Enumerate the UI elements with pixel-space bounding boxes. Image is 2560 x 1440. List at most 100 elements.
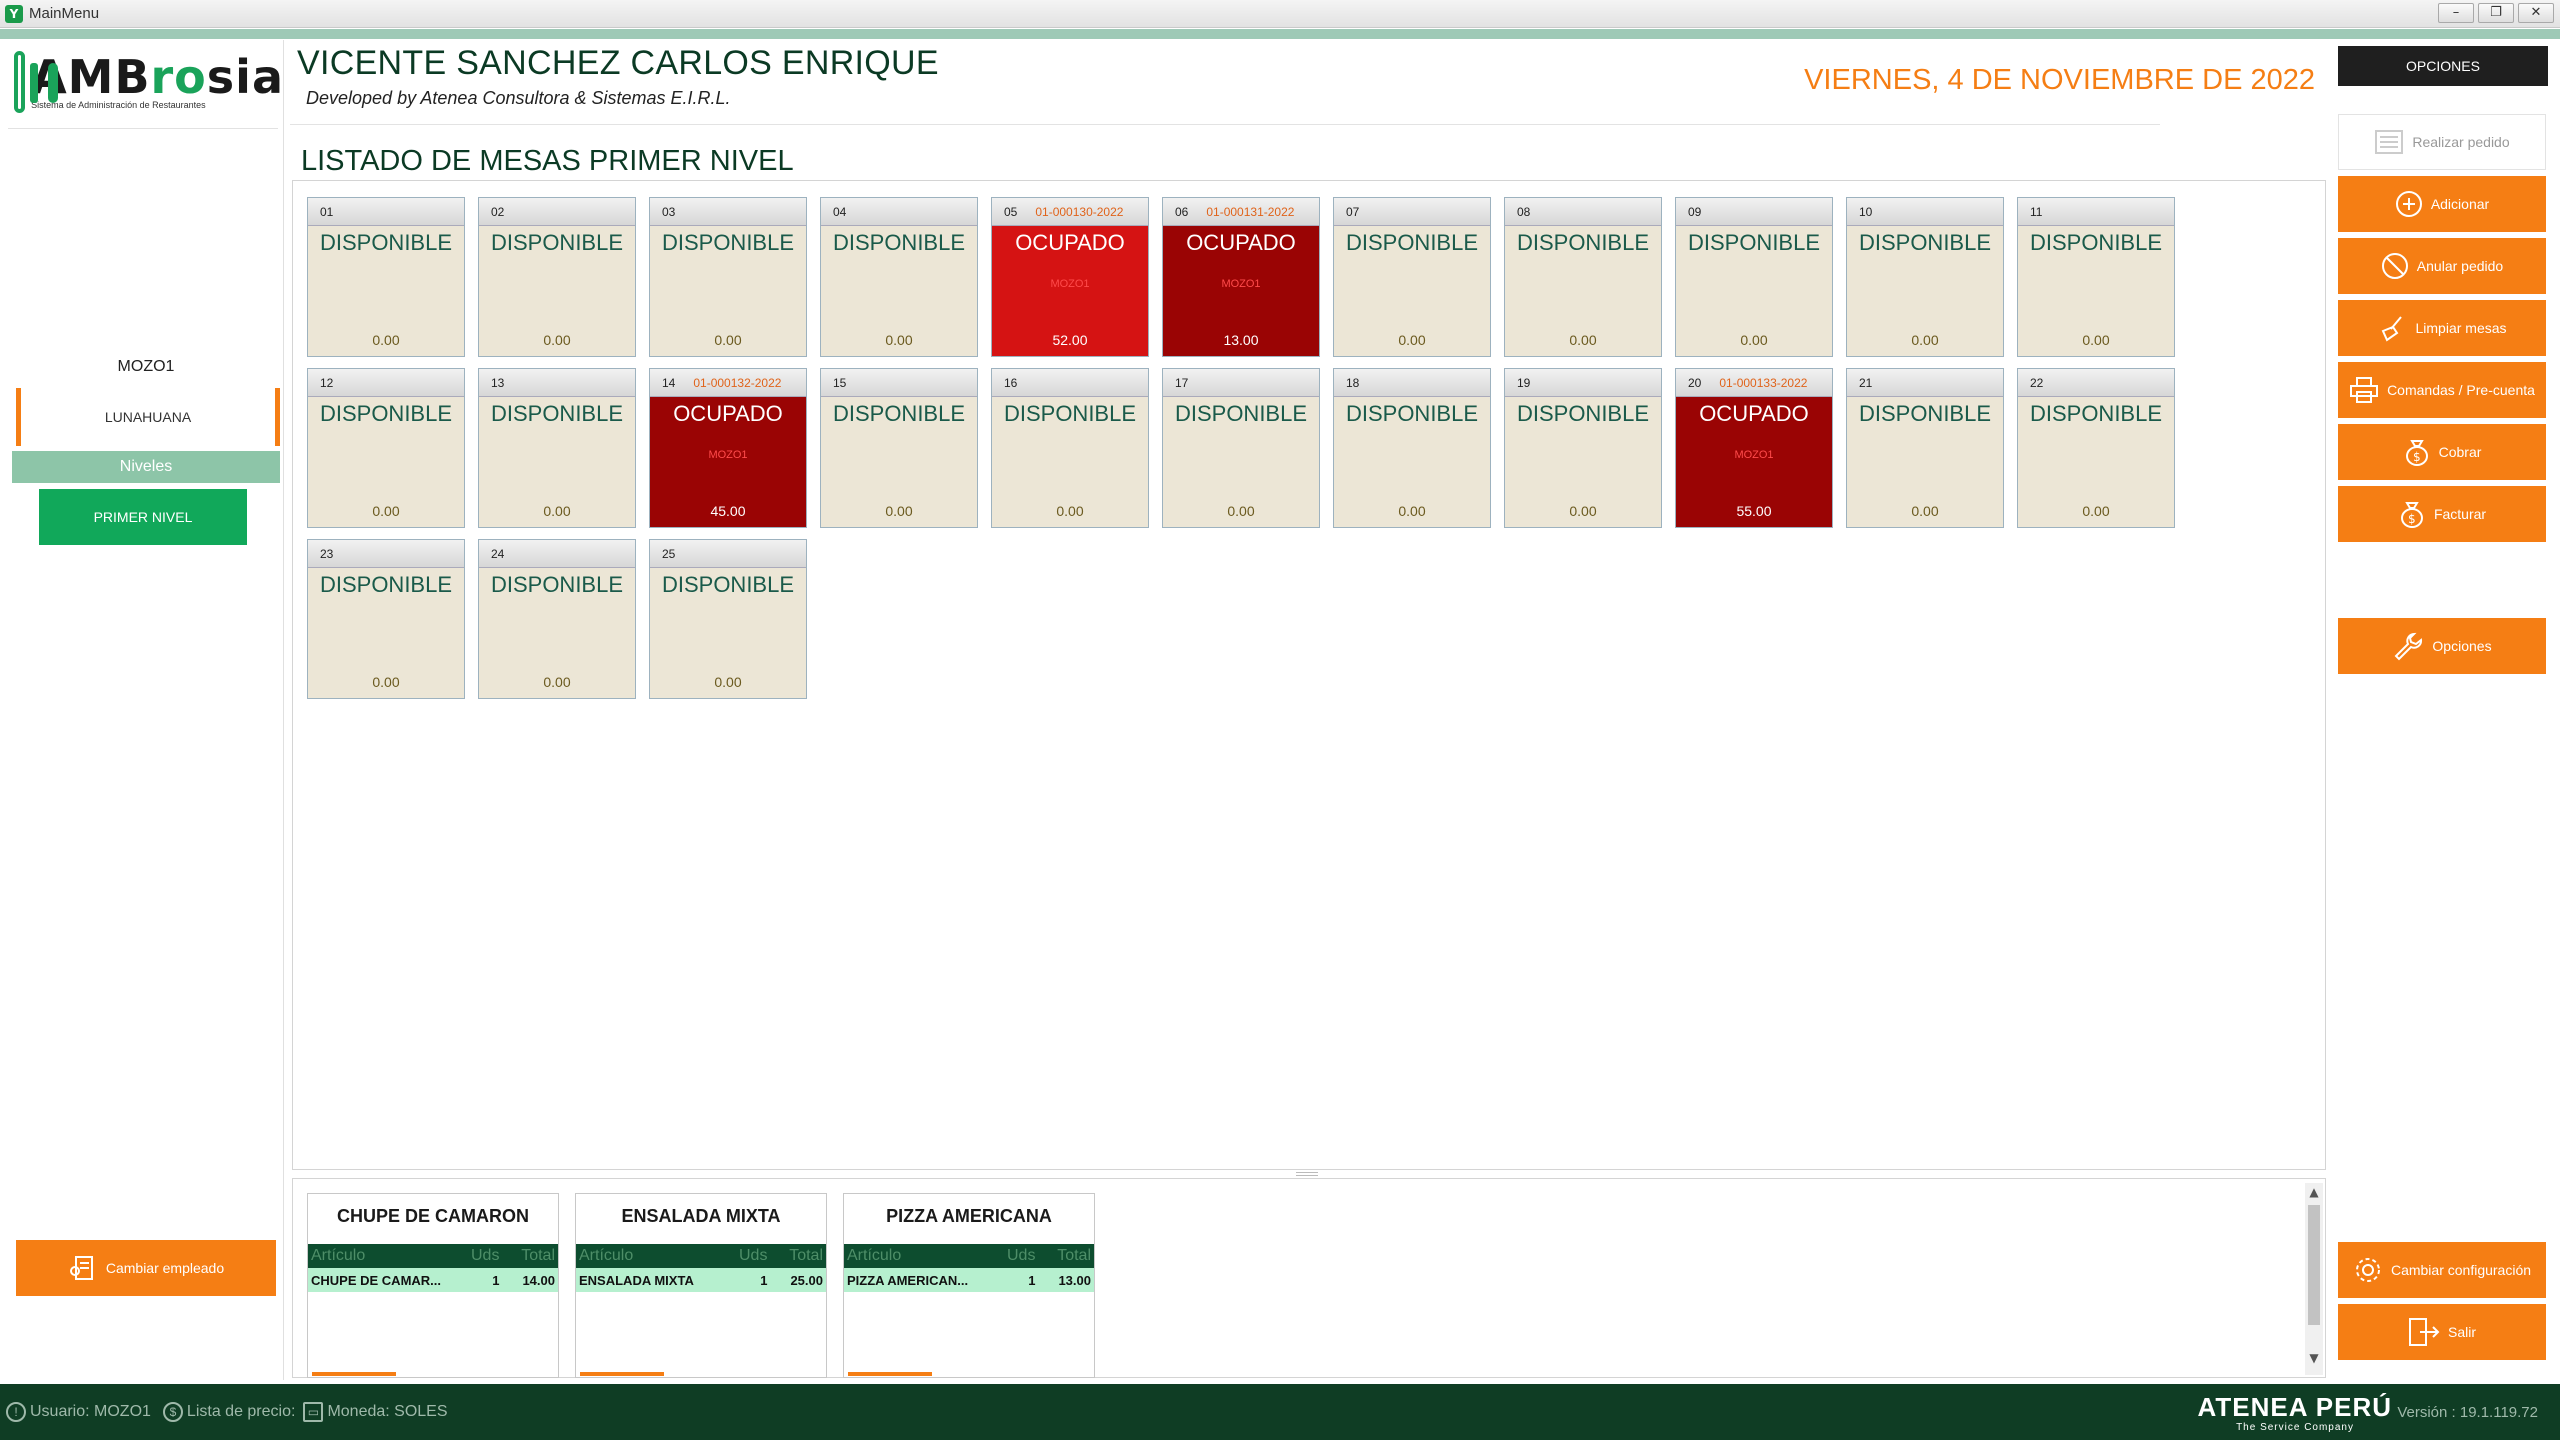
- table-waiter: MOZO1: [1221, 278, 1261, 290]
- table-card[interactable]: 03 DISPONIBLE 0.00: [649, 197, 807, 357]
- table-number: 14: [662, 375, 676, 390]
- scroll-thumb[interactable]: [2308, 1205, 2320, 1325]
- order-card[interactable]: ENSALADA MIXTA Artículo Uds Total ENSALADA M…: [575, 1193, 827, 1378]
- table-card[interactable]: 19 DISPONIBLE 0.00: [1504, 368, 1662, 528]
- table-card[interactable]: 06 01-000131-2022 OCUPADO MOZO1 13.00: [1162, 197, 1320, 357]
- table-card[interactable]: 23 DISPONIBLE 0.00: [307, 539, 465, 699]
- minimize-button[interactable]: –: [2438, 3, 2474, 23]
- change-employee-label: Cambiar empleado: [105, 1260, 225, 1276]
- table-waiter: [479, 278, 635, 292]
- right-options-panel: OPCIONES Realizar pedido Adicionar Anula…: [2332, 40, 2552, 1380]
- order-item-row[interactable]: CHUPE DE CAMAR... 1 14.00: [308, 1268, 558, 1292]
- table-status: DISPONIBLE: [1516, 230, 1650, 255]
- commands-precheck-button[interactable]: Comandas / Pre-cuenta: [2338, 362, 2546, 418]
- table-number: 07: [1346, 204, 1360, 219]
- table-card[interactable]: 24 DISPONIBLE 0.00: [478, 539, 636, 699]
- table-card[interactable]: 16 DISPONIBLE 0.00: [991, 368, 1149, 528]
- table-waiter: [2018, 449, 2174, 463]
- table-amount: 0.00: [714, 674, 742, 690]
- add-button[interactable]: Adicionar: [2338, 176, 2546, 232]
- table-card[interactable]: 14 01-000132-2022 OCUPADO MOZO1 45.00: [649, 368, 807, 528]
- table-card[interactable]: 22 DISPONIBLE 0.00: [2017, 368, 2175, 528]
- table-amount: 0.00: [1911, 503, 1939, 519]
- table-status: DISPONIBLE: [661, 230, 795, 255]
- table-waiter: [1334, 449, 1490, 463]
- orders-scrollbar[interactable]: ▲ ▼: [2305, 1183, 2323, 1375]
- panel-splitter[interactable]: [1296, 1172, 1318, 1176]
- table-card[interactable]: 12 DISPONIBLE 0.00: [307, 368, 465, 528]
- change-configuration-button[interactable]: Cambiar configuración: [2338, 1242, 2546, 1298]
- table-header: 09: [1676, 198, 1832, 226]
- restore-button[interactable]: ❐: [2478, 3, 2514, 23]
- scroll-up-icon[interactable]: ▲: [2309, 1185, 2319, 1199]
- table-amount: 0.00: [543, 674, 571, 690]
- place-order-button[interactable]: Realizar pedido: [2338, 114, 2546, 170]
- item-name: ENSALADA MIXTA: [579, 1272, 694, 1288]
- invoice-button[interactable]: $ Facturar: [2338, 486, 2546, 542]
- table-status: DISPONIBLE: [832, 230, 966, 255]
- table-card[interactable]: 04 DISPONIBLE 0.00: [820, 197, 978, 357]
- table-waiter: [821, 449, 977, 463]
- table-card[interactable]: 11 DISPONIBLE 0.00: [2017, 197, 2175, 357]
- table-card[interactable]: 20 01-000133-2022 OCUPADO MOZO1 55.00: [1675, 368, 1833, 528]
- order-card[interactable]: CHUPE DE CAMARON Artículo Uds Total CHUPE DE…: [307, 1193, 559, 1378]
- table-number: 20: [1688, 375, 1702, 390]
- order-number: 01-000131-2022: [1206, 204, 1295, 219]
- order-table-header: Artículo Uds Total: [308, 1244, 558, 1268]
- table-card[interactable]: 17 DISPONIBLE 0.00: [1162, 368, 1320, 528]
- change-employee-button[interactable]: Cambiar empleado: [16, 1240, 276, 1296]
- table-card[interactable]: 08 DISPONIBLE 0.00: [1504, 197, 1662, 357]
- order-number: 01-000130-2022: [1035, 204, 1124, 219]
- table-number: 03: [662, 204, 676, 219]
- table-amount: 0.00: [1056, 503, 1084, 519]
- table-card[interactable]: 02 DISPONIBLE 0.00: [478, 197, 636, 357]
- item-qty: 1: [492, 1272, 500, 1288]
- table-card[interactable]: 15 DISPONIBLE 0.00: [820, 368, 978, 528]
- invoice-label: Facturar: [2433, 506, 2487, 522]
- options-button[interactable]: Opciones: [2338, 618, 2546, 674]
- table-waiter: [479, 620, 635, 634]
- table-card[interactable]: 18 DISPONIBLE 0.00: [1333, 368, 1491, 528]
- table-waiter: [1163, 449, 1319, 463]
- order-card[interactable]: PIZZA AMERICANA Artículo Uds Total PIZZA AME…: [843, 1193, 1095, 1378]
- scroll-down-icon[interactable]: ▼: [2309, 1351, 2319, 1365]
- plus-circle-icon: [2395, 191, 2422, 217]
- table-waiter: MOZO1: [708, 449, 748, 461]
- close-button[interactable]: ✕: [2518, 3, 2554, 23]
- table-card[interactable]: 01 DISPONIBLE 0.00: [307, 197, 465, 357]
- item-total: 14.00: [522, 1272, 555, 1288]
- charge-button[interactable]: $ Cobrar: [2338, 424, 2546, 480]
- svg-text:$: $: [2408, 512, 2416, 526]
- clear-tables-button[interactable]: Limpiar mesas: [2338, 300, 2546, 356]
- table-header: 20 01-000133-2022: [1676, 369, 1832, 397]
- branch-selector[interactable]: LUNAHUANA: [16, 388, 280, 446]
- exit-button[interactable]: Salir: [2338, 1304, 2546, 1360]
- table-amount: 0.00: [1740, 332, 1768, 348]
- status-currency: Moneda: SOLES: [327, 1403, 448, 1420]
- status-price-list: Lista de precio:: [186, 1403, 296, 1420]
- table-card[interactable]: 05 01-000130-2022 OCUPADO MOZO1 52.00: [991, 197, 1149, 357]
- table-number: 11: [2030, 204, 2043, 219]
- table-card[interactable]: 13 DISPONIBLE 0.00: [478, 368, 636, 528]
- level-button-primer-nivel[interactable]: PRIMER NIVEL: [39, 489, 247, 545]
- tables-grid: 01 DISPONIBLE 0.00 02 DISPONIBLE 0.00 03 DISPON…: [292, 180, 2326, 1170]
- table-waiter: [308, 278, 464, 292]
- table-card[interactable]: 09 DISPONIBLE 0.00: [1675, 197, 1833, 357]
- table-card[interactable]: 25 DISPONIBLE 0.00: [649, 539, 807, 699]
- top-accent-strip: [0, 29, 2560, 39]
- table-card[interactable]: 10 DISPONIBLE 0.00: [1846, 197, 2004, 357]
- order-item-row[interactable]: ENSALADA MIXTA 1 25.00: [576, 1268, 826, 1292]
- left-sidebar: AMBrosia Sistema de Administración de Re…: [8, 40, 284, 1380]
- table-status: DISPONIBLE: [1003, 401, 1137, 426]
- window-titlebar: Y MainMenu – ❐ ✕: [0, 0, 2560, 28]
- item-qty: 1: [760, 1272, 768, 1288]
- table-card[interactable]: 21 DISPONIBLE 0.00: [1846, 368, 2004, 528]
- item-total: 13.00: [1058, 1272, 1091, 1288]
- table-status: OCUPADO: [673, 401, 783, 426]
- table-card[interactable]: 07 DISPONIBLE 0.00: [1333, 197, 1491, 357]
- order-item-row[interactable]: PIZZA AMERICAN... 1 13.00: [844, 1268, 1094, 1292]
- cancel-order-button[interactable]: Anular pedido: [2338, 238, 2546, 294]
- money-bag-icon: $: [2405, 440, 2428, 466]
- wrench-icon: [2395, 632, 2423, 661]
- exit-icon: [2408, 1318, 2440, 1346]
